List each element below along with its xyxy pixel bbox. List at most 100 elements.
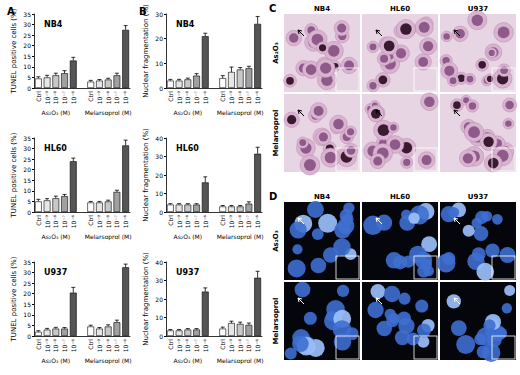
svg-text:Melarsoprol (M): Melarsoprol (M) (85, 357, 132, 365)
svg-text:As₂O₃ (M): As₂O₃ (M) (174, 109, 203, 116)
svg-text:10⁻⁸: 10⁻⁸ (52, 214, 59, 228)
svg-text:20: 20 (155, 35, 163, 42)
svg-text:10⁻⁸: 10⁻⁸ (237, 90, 244, 104)
svg-text:Ctrl: Ctrl (219, 91, 226, 102)
svg-text:10⁻⁶: 10⁻⁶ (70, 90, 77, 104)
svg-text:10⁻⁶: 10⁻⁶ (70, 338, 77, 352)
svg-text:10⁻⁷: 10⁻⁷ (113, 90, 120, 104)
svg-text:10⁻⁷: 10⁻⁷ (245, 338, 252, 352)
svg-text:10⁻⁸: 10⁻⁸ (237, 214, 244, 228)
svg-text:10⁻⁶: 10⁻⁶ (254, 214, 261, 228)
svg-text:Ctrl: Ctrl (167, 91, 174, 102)
svg-text:A: A (7, 6, 15, 17)
svg-text:10⁻⁸: 10⁻⁸ (105, 90, 112, 104)
svg-text:10⁻⁹: 10⁻⁹ (228, 338, 235, 352)
svg-text:NB4: NB4 (176, 20, 195, 29)
svg-text:10⁻⁶: 10⁻⁶ (202, 338, 209, 352)
svg-text:20: 20 (155, 172, 163, 179)
svg-text:0: 0 (159, 85, 163, 92)
svg-text:Melarsoprol (M): Melarsoprol (M) (217, 109, 264, 117)
svg-text:U937: U937 (44, 268, 67, 277)
svg-text:10⁻⁷: 10⁻⁷ (245, 90, 252, 104)
svg-text:30: 30 (155, 153, 163, 160)
svg-text:10⁻⁷: 10⁻⁷ (113, 338, 120, 352)
svg-text:0: 0 (27, 85, 31, 92)
svg-text:10⁻⁹: 10⁻⁹ (176, 90, 183, 104)
svg-text:25: 25 (23, 156, 31, 163)
svg-text:10⁻⁹: 10⁻⁹ (228, 90, 235, 104)
svg-text:10⁻⁶: 10⁻⁶ (202, 90, 209, 104)
svg-text:10⁻⁷: 10⁻⁷ (193, 338, 200, 352)
svg-text:15: 15 (23, 177, 31, 184)
svg-text:10⁻⁹: 10⁻⁹ (96, 90, 103, 104)
svg-text:Ctrl: Ctrl (219, 215, 226, 226)
svg-text:10⁻⁸: 10⁻⁸ (184, 214, 191, 228)
svg-text:NB4: NB4 (314, 5, 330, 13)
svg-text:10⁻⁸: 10⁻⁸ (184, 90, 191, 104)
svg-text:5: 5 (27, 322, 31, 329)
svg-text:35: 35 (23, 135, 31, 142)
svg-text:U937: U937 (176, 268, 199, 277)
svg-text:10⁻⁸: 10⁻⁸ (105, 338, 112, 352)
svg-text:HL60: HL60 (390, 5, 410, 13)
svg-text:10: 10 (155, 190, 163, 197)
svg-text:Ctrl: Ctrl (219, 339, 226, 350)
svg-text:HL60: HL60 (390, 193, 410, 201)
svg-text:As₂O₃ (M): As₂O₃ (M) (42, 357, 71, 364)
svg-text:Melarsoprol (M): Melarsoprol (M) (85, 109, 132, 117)
svg-text:10⁻⁶: 10⁻⁶ (202, 214, 209, 228)
svg-text:10⁻⁶: 10⁻⁶ (254, 338, 261, 352)
svg-text:HL60: HL60 (44, 144, 67, 153)
svg-text:Ctrl: Ctrl (167, 215, 174, 226)
svg-text:30: 30 (23, 21, 31, 28)
svg-text:10: 10 (155, 60, 163, 67)
svg-text:25: 25 (23, 280, 31, 287)
svg-text:10⁻⁸: 10⁻⁸ (105, 214, 112, 228)
svg-text:10⁻⁹: 10⁻⁹ (176, 214, 183, 228)
svg-text:B: B (139, 6, 147, 17)
svg-text:As₂O₃: As₂O₃ (272, 42, 280, 64)
svg-text:TUNEL positive cells (%): TUNEL positive cells (%) (10, 132, 18, 218)
svg-text:TUNEL positive cells (%): TUNEL positive cells (%) (10, 256, 18, 342)
svg-text:Melarsoprol: Melarsoprol (272, 110, 280, 157)
svg-text:Melarsoprol: Melarsoprol (272, 298, 280, 345)
svg-text:Ctrl: Ctrl (35, 339, 42, 350)
svg-text:10⁻⁷: 10⁻⁷ (61, 90, 68, 104)
svg-text:10⁻⁹: 10⁻⁹ (228, 214, 235, 228)
svg-text:10⁻⁹: 10⁻⁹ (96, 338, 103, 352)
svg-text:Nuclear fragmentation (%): Nuclear fragmentation (%) (142, 252, 150, 346)
svg-text:20: 20 (155, 296, 163, 303)
svg-text:10: 10 (23, 63, 31, 70)
svg-text:10: 10 (155, 314, 163, 321)
svg-text:As₂O₃ (M): As₂O₃ (M) (174, 233, 203, 240)
svg-text:C: C (269, 3, 276, 14)
svg-text:15: 15 (23, 301, 31, 308)
svg-text:25: 25 (23, 32, 31, 39)
svg-text:10⁻⁷: 10⁻⁷ (61, 338, 68, 352)
svg-text:NB4: NB4 (44, 20, 63, 29)
svg-text:Ctrl: Ctrl (35, 215, 42, 226)
svg-text:As₂O₃ (M): As₂O₃ (M) (174, 357, 203, 364)
svg-text:10⁻⁶: 10⁻⁶ (254, 90, 261, 104)
svg-text:10⁻⁷: 10⁻⁷ (61, 214, 68, 228)
svg-text:10⁻⁹: 10⁻⁹ (44, 214, 51, 228)
svg-text:0: 0 (27, 333, 31, 340)
svg-text:10⁻⁶: 10⁻⁶ (70, 214, 77, 228)
svg-text:10⁻⁷: 10⁻⁷ (193, 214, 200, 228)
svg-text:15: 15 (23, 53, 31, 60)
svg-text:10⁻⁹: 10⁻⁹ (96, 214, 103, 228)
svg-text:As₂O₃: As₂O₃ (272, 230, 280, 252)
svg-text:20: 20 (23, 166, 31, 173)
svg-text:10⁻⁸: 10⁻⁸ (237, 338, 244, 352)
svg-text:30: 30 (23, 145, 31, 152)
svg-text:10⁻⁸: 10⁻⁸ (52, 90, 59, 104)
svg-text:10⁻⁸: 10⁻⁸ (52, 338, 59, 352)
svg-text:10⁻⁶: 10⁻⁶ (122, 90, 129, 104)
svg-text:TUNEL positive cells (%): TUNEL positive cells (%) (10, 8, 18, 94)
svg-text:35: 35 (23, 11, 31, 18)
svg-text:Ctrl: Ctrl (87, 215, 94, 226)
svg-text:35: 35 (23, 259, 31, 266)
svg-text:10⁻⁷: 10⁻⁷ (113, 214, 120, 228)
svg-text:Ctrl: Ctrl (87, 91, 94, 102)
svg-text:D: D (269, 191, 277, 202)
